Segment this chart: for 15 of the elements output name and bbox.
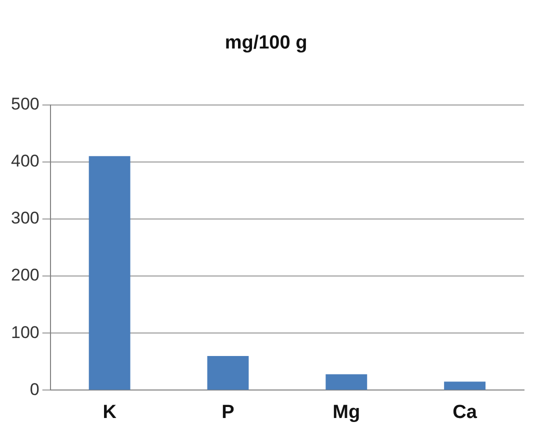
x-tick-label: Ca: [452, 402, 478, 423]
x-tick-label: K: [102, 402, 117, 423]
chart-title: mg/100 g: [224, 32, 308, 54]
x-tick-label: Mg: [332, 402, 360, 423]
y-tick-label: 200: [10, 266, 40, 285]
y-tick-label: 500: [10, 94, 40, 114]
y-tick-label: 300: [10, 208, 40, 228]
bar: [88, 156, 130, 390]
x-tick-label: P: [222, 402, 235, 423]
y-tick-label: 0: [30, 380, 40, 399]
y-tick-label: 100: [10, 322, 40, 342]
y-tick-label: 400: [10, 152, 40, 171]
bar: [444, 382, 486, 390]
bar: [207, 356, 249, 390]
bar: [326, 374, 368, 390]
